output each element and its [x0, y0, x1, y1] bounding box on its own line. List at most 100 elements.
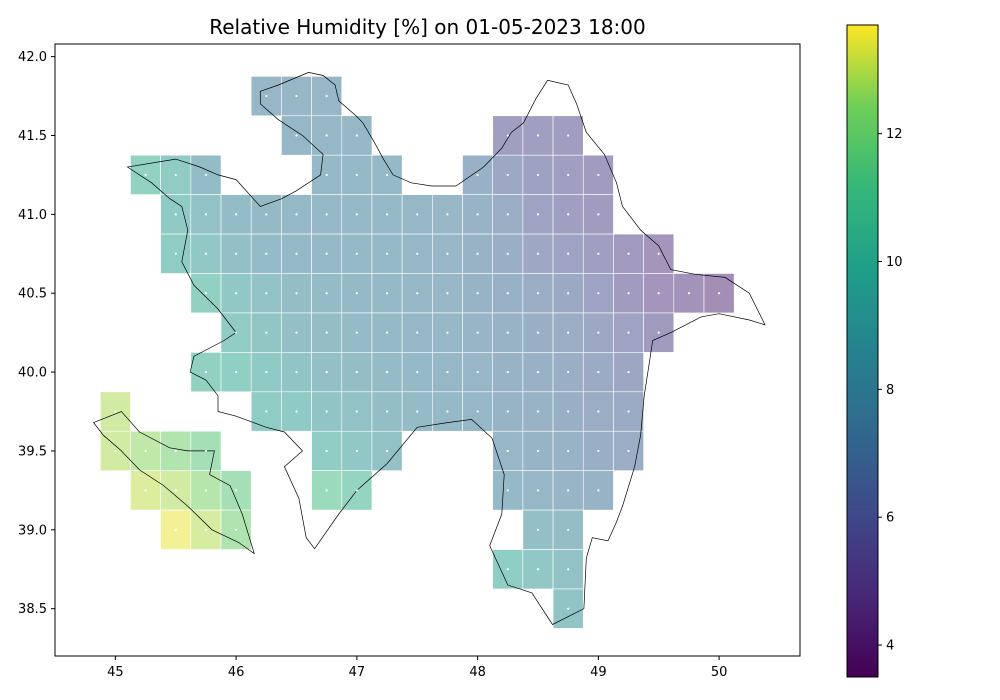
grid-point [506, 252, 509, 255]
grid-point [506, 134, 509, 137]
grid-point [174, 528, 177, 531]
grid-point [235, 331, 238, 334]
grid-point [235, 252, 238, 255]
grid-point [597, 370, 600, 374]
y-tick-label: 39.5 [18, 444, 47, 459]
x-tick-label: 49 [590, 665, 607, 680]
grid-point [325, 292, 328, 295]
colorbar-tick-label: 4 [886, 639, 894, 654]
grid-point [325, 449, 328, 453]
grid-point [355, 410, 358, 413]
grid-point [355, 489, 358, 492]
grid-point [536, 213, 540, 216]
grid-point [506, 449, 509, 453]
grid-point [144, 173, 147, 177]
grid-point [416, 292, 419, 295]
grid-point [567, 607, 570, 610]
grid-point [174, 213, 177, 216]
grid-point [506, 213, 509, 216]
grid-point [385, 370, 389, 374]
grid-point [446, 252, 449, 255]
y-axis: 38.5 39.0 39.5 40.0 40.5 41.0 41.5 42.0 [18, 50, 55, 617]
grid-point [597, 331, 600, 334]
grid-point [295, 370, 298, 374]
grid-point [476, 410, 479, 413]
grid-point [567, 331, 570, 334]
grid-point [446, 370, 449, 374]
grid-point [325, 134, 328, 137]
grid-point [506, 370, 509, 374]
grid-point [567, 292, 570, 295]
grid-point [174, 449, 177, 453]
y-tick-label: 41.5 [18, 129, 47, 144]
grid-point [325, 94, 328, 98]
grid-point [204, 449, 208, 453]
grid-point [174, 489, 177, 492]
grid-point [385, 410, 389, 413]
grid-point [567, 173, 570, 177]
x-tick-label: 45 [107, 665, 124, 680]
x-tick-label: 48 [469, 665, 486, 680]
grid-point [295, 292, 298, 295]
grid-point [204, 370, 208, 374]
grid-point [627, 410, 630, 413]
grid-point [235, 370, 238, 374]
plot-frame [54, 43, 801, 657]
grid-point [416, 252, 419, 255]
grid-point [114, 410, 117, 413]
grid-point [144, 449, 147, 453]
colorbar-axis: 4 6 8 10 12 [878, 127, 903, 654]
grid-point [567, 134, 570, 137]
grid-point [536, 528, 540, 531]
grid-point [265, 94, 268, 98]
grid-point [536, 568, 540, 571]
grid-point [536, 252, 540, 255]
grid-points [114, 94, 721, 610]
grid-point [204, 528, 208, 531]
grid-point [325, 173, 328, 177]
grid-point [506, 331, 509, 334]
grid-point [204, 173, 208, 177]
grid-point [204, 292, 208, 295]
grid-point [657, 331, 660, 334]
y-tick-label: 38.5 [18, 602, 47, 617]
grid-point [506, 292, 509, 295]
grid-point [476, 331, 479, 334]
x-axis: 45 46 47 48 49 50 [107, 656, 727, 680]
grid-point [416, 331, 419, 334]
grid-point [355, 134, 358, 137]
grid-point [325, 252, 328, 255]
grid-point [295, 134, 298, 137]
grid-point [265, 331, 268, 334]
heatmap-cells [99, 76, 735, 629]
grid-point [476, 213, 479, 216]
grid-point [385, 252, 389, 255]
grid-point [174, 173, 177, 177]
heatmap-cell [643, 233, 675, 274]
grid-point [325, 370, 328, 374]
grid-point [355, 370, 358, 374]
chart-title: Relative Humidity [%] on 01-05-2023 18:0… [209, 15, 646, 39]
grid-point [567, 370, 570, 374]
grid-point [446, 213, 449, 216]
grid-point [204, 252, 208, 255]
grid-point [295, 94, 298, 98]
grid-point [265, 292, 268, 295]
grid-point [597, 410, 600, 413]
grid-point [446, 292, 449, 295]
y-tick-label: 41.0 [18, 208, 47, 223]
y-tick-label: 39.0 [18, 523, 47, 538]
grid-point [567, 213, 570, 216]
grid-point [114, 449, 117, 453]
grid-point [385, 331, 389, 334]
colorbar-tick-label: 12 [886, 127, 903, 142]
grid-point [265, 370, 268, 374]
grid-point [567, 410, 570, 413]
grid-point [627, 370, 630, 374]
grid-point [536, 410, 540, 413]
grid-point [355, 331, 358, 334]
grid-point [476, 252, 479, 255]
grid-point [476, 292, 479, 295]
grid-point [597, 252, 600, 255]
